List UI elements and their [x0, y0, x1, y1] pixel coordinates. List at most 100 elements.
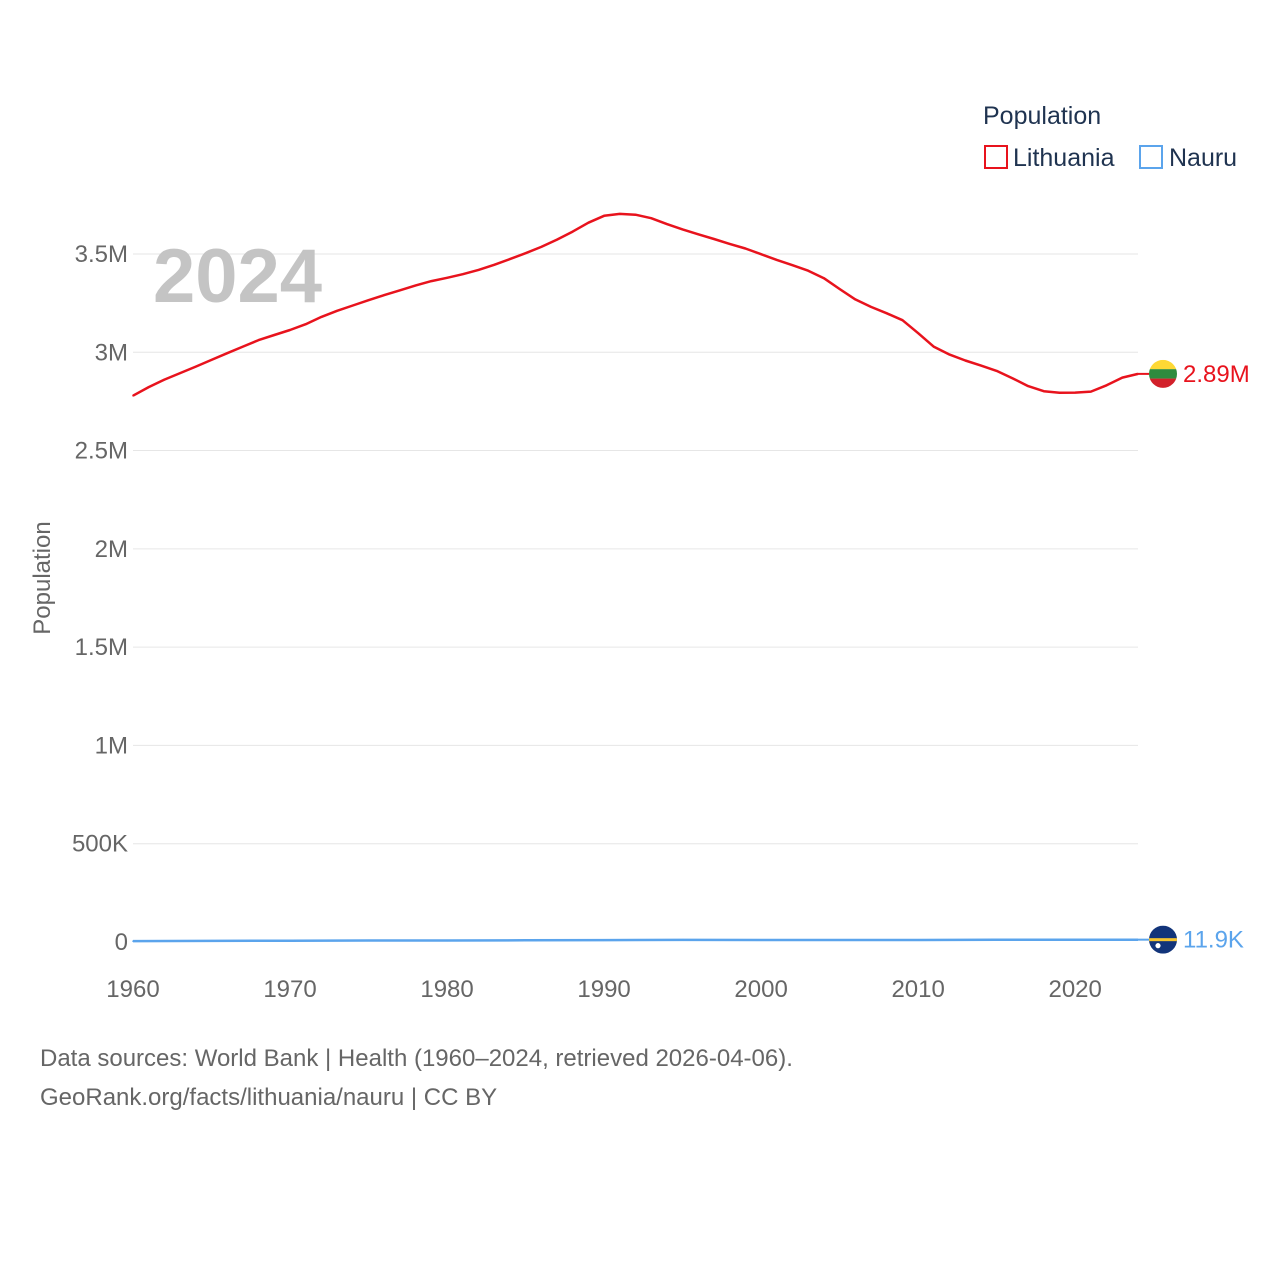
y-tick-label: 3M [95, 339, 128, 366]
data-point-lithuania [885, 312, 888, 315]
data-point-lithuania [1027, 385, 1029, 387]
data-point-lithuania [257, 339, 260, 341]
end-value-label-nauru: 11.9K [1183, 927, 1244, 954]
legend-item-nauru[interactable]: Nauru [1139, 144, 1237, 172]
data-point-lithuania [713, 238, 715, 240]
y-tick-label: 1M [95, 732, 128, 759]
y-axis: 0 500K 1M 1.5M 2M 2.5M 3M 3.5M [72, 241, 128, 956]
data-point-lithuania [1105, 384, 1108, 387]
data-point-lithuania [289, 329, 291, 331]
data-point-lithuania [964, 359, 967, 362]
attribution-link[interactable]: GeoRank.org/facts/lithuania/nauru | CC B… [40, 1084, 498, 1111]
data-point-nauru [289, 939, 291, 942]
data-point-lithuania [477, 269, 480, 271]
data-point-lithuania [147, 386, 150, 388]
data-point-lithuania [493, 263, 495, 266]
data-point-nauru [1074, 938, 1076, 941]
legend-label-nauru: Nauru [1169, 144, 1237, 172]
data-point-lithuania [352, 304, 354, 307]
data-point-lithuania [509, 258, 511, 260]
data-point-lithuania [179, 372, 181, 374]
x-tick-label: 1990 [577, 976, 630, 1003]
data-point-lithuania [901, 319, 904, 322]
x-axis: 1960 1970 1980 1990 2000 2010 2020 [106, 976, 1102, 1003]
data-point-lithuania [838, 288, 841, 290]
data-point-lithuania [336, 309, 338, 312]
y-tick-label: 500K [72, 831, 128, 858]
data-point-nauru [367, 939, 370, 942]
lithuania-flag-icon [1149, 359, 1177, 388]
data-point-lithuania [917, 332, 919, 334]
data-point-nauru [995, 938, 998, 941]
data-point-lithuania [414, 284, 417, 287]
data-point-lithuania [603, 215, 605, 217]
data-point-lithuania [728, 243, 731, 245]
y-tick-label: 2M [95, 536, 128, 563]
y-axis-title: Population [29, 521, 56, 634]
data-point-lithuania [697, 233, 700, 236]
data-point-lithuania [995, 370, 998, 372]
data-point-nauru [132, 940, 134, 942]
data-point-lithuania [870, 306, 872, 308]
series-line-nauru[interactable] [132, 938, 1138, 943]
x-tick-label: 2020 [1048, 976, 1101, 1003]
data-point-lithuania [948, 353, 951, 356]
data-point-lithuania [980, 364, 982, 367]
data-point-lithuania [681, 228, 684, 231]
year-watermark: 2024 [153, 234, 322, 319]
data-point-lithuania [776, 259, 778, 261]
data-point-lithuania [854, 298, 857, 301]
data-point-nauru [603, 939, 605, 941]
data-point-lithuania [571, 230, 574, 233]
data-point-nauru [838, 939, 841, 941]
data-point-lithuania [791, 264, 794, 266]
x-tick-label: 2000 [734, 976, 787, 1003]
data-point-lithuania [666, 223, 668, 225]
end-value-label-lithuania: 2.89M [1183, 361, 1250, 388]
data-point-lithuania [618, 213, 621, 215]
data-point-lithuania [933, 345, 935, 348]
x-tick-label: 2010 [891, 976, 944, 1003]
data-point-lithuania [226, 352, 229, 355]
data-point-nauru [917, 939, 919, 941]
legend-swatch-lithuania [984, 145, 1008, 169]
data-point-lithuania [399, 289, 401, 292]
data-point-lithuania [587, 221, 590, 224]
data-point-lithuania [383, 294, 386, 296]
y-tick-label: 0 [115, 929, 128, 956]
data-point-lithuania [1058, 391, 1061, 394]
data-point-lithuania [807, 269, 810, 272]
data-point-lithuania [760, 253, 762, 255]
data-point-lithuania [367, 299, 370, 301]
grid-lines [133, 253, 1138, 845]
legend-swatch-nauru [1139, 145, 1163, 169]
data-point-lithuania [744, 247, 747, 250]
series-end-markers: 2.89M 11.9K [1138, 359, 1250, 954]
data-point-lithuania [540, 246, 543, 248]
data-point-lithuania [132, 394, 134, 397]
data-point-lithuania [430, 280, 433, 282]
y-tick-label: 2.5M [75, 438, 128, 465]
data-point-lithuania [461, 273, 464, 276]
data-point-lithuania [1090, 390, 1092, 393]
data-point-lithuania [823, 277, 825, 279]
data-point-nauru [524, 939, 527, 942]
data-point-nauru [760, 939, 762, 941]
x-tick-label: 1970 [263, 976, 316, 1003]
data-point-lithuania [242, 345, 244, 348]
data-point-lithuania [556, 238, 558, 241]
data-point-lithuania [304, 323, 307, 325]
nauru-flag-icon [1149, 925, 1177, 954]
y-tick-label: 3.5M [75, 241, 128, 268]
data-sources-note: Data sources: World Bank | Health (1960–… [40, 1045, 793, 1072]
data-point-lithuania [446, 276, 448, 279]
y-tick-label: 1.5M [75, 634, 128, 661]
legend-item-lithuania[interactable]: Lithuania [984, 144, 1115, 172]
data-point-lithuania [524, 252, 527, 254]
data-point-lithuania [1074, 391, 1076, 394]
data-point-lithuania [163, 378, 166, 381]
legend-title: Population [983, 102, 1101, 130]
data-point-nauru [681, 939, 684, 941]
legend-label-lithuania: Lithuania [1013, 144, 1115, 172]
